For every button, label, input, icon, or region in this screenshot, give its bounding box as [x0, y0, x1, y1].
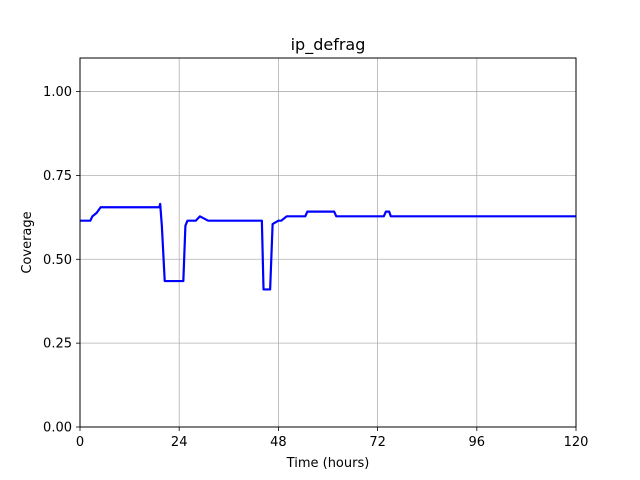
x-tick-label: 48: [270, 435, 287, 450]
x-tick-label: 0: [76, 435, 84, 450]
chart-title: ip_defrag: [291, 35, 366, 55]
y-axis-title: Coverage: [20, 211, 35, 273]
axis-ticks: 0 24 48 72 96 120 0.00 0.25 0.50 0.75 1.00: [43, 85, 588, 450]
x-tick-label: 24: [171, 435, 188, 450]
y-tick-label: 0.25: [43, 337, 72, 352]
x-tick-label: 120: [564, 435, 589, 450]
y-tick-label: 0.75: [43, 169, 72, 184]
x-tick-label: 72: [369, 435, 386, 450]
x-tick-label: 96: [469, 435, 486, 450]
coverage-line: [80, 202, 576, 291]
plot-frame: [79, 57, 577, 428]
y-tick-label: 0.00: [43, 421, 72, 436]
x-axis-title: Time (hours): [286, 456, 370, 471]
series-layer: [80, 202, 576, 291]
y-tick-label: 1.00: [43, 85, 72, 100]
y-tick-label: 0.50: [43, 253, 72, 268]
